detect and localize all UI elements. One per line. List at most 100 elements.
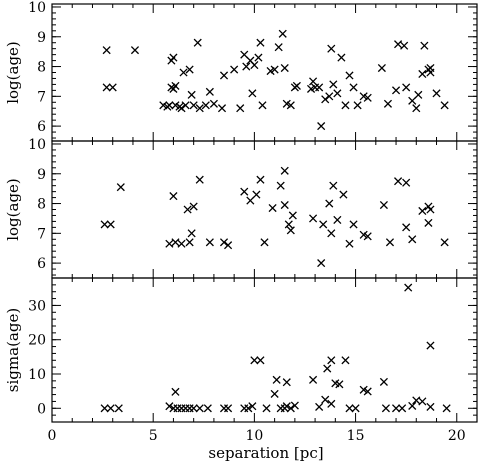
data-point (309, 375, 318, 384)
y-tick-label: 30 (28, 298, 46, 314)
data-point (181, 101, 190, 110)
y-tick-label: 0 (37, 401, 46, 417)
data-point (183, 205, 192, 214)
data-point (381, 404, 390, 413)
data-point (321, 395, 330, 404)
data-point (408, 235, 417, 244)
data-point (102, 46, 111, 55)
data-point (240, 50, 249, 59)
data-point (349, 83, 358, 92)
data-point (440, 101, 449, 110)
data-point (244, 404, 253, 413)
data-point (177, 239, 186, 248)
data-point (274, 43, 283, 52)
data-point (256, 356, 265, 365)
data-point (181, 404, 190, 413)
data-point (286, 226, 295, 235)
data-point (165, 402, 174, 411)
data-point (195, 175, 204, 184)
y-tick-label: 10 (28, 0, 46, 16)
data-point (394, 177, 403, 186)
data-point (402, 83, 411, 92)
data-point (100, 220, 109, 229)
data-point (130, 46, 140, 55)
data-point (286, 101, 295, 110)
data-point (260, 238, 269, 247)
data-point (165, 239, 174, 248)
data-point (169, 53, 178, 62)
data-point (345, 404, 354, 413)
y-tick-label: 8 (37, 60, 46, 76)
data-point (329, 80, 338, 89)
data-point (286, 404, 295, 413)
data-point (418, 397, 427, 406)
data-point (240, 404, 249, 413)
data-point (400, 41, 409, 50)
data-point (280, 63, 289, 73)
data-point (250, 356, 259, 365)
data-point (100, 404, 109, 413)
panel-top: 6 7 8 9 10 log(age) (4, 0, 478, 142)
y-tick-label: 9 (37, 167, 46, 183)
data-point (224, 404, 233, 413)
data-point (185, 65, 194, 74)
panel-bottom: 0 10 20 30 sigma(age) (4, 277, 478, 423)
y-tick-label: 9 (37, 30, 46, 46)
data-point (169, 192, 178, 201)
data-point (321, 95, 330, 104)
x-tick-label: 15 (347, 428, 365, 444)
data-point (171, 81, 180, 90)
data-point (179, 68, 188, 77)
data-point (327, 44, 336, 53)
data-point (317, 259, 326, 268)
data-point (339, 190, 348, 199)
data-point (414, 90, 423, 99)
data-point (106, 404, 115, 413)
data-point (246, 196, 255, 205)
data-point (359, 385, 368, 394)
panel-middle: 6 7 8 9 10 log(age) (4, 137, 478, 279)
data-point (219, 238, 229, 247)
data-point (280, 200, 289, 210)
data-point (276, 404, 285, 413)
data-point (280, 166, 289, 175)
data-point (391, 86, 401, 95)
data-point (242, 62, 251, 71)
data-point (189, 404, 198, 413)
data-point (278, 29, 287, 38)
data-point (195, 104, 204, 113)
data-point (317, 122, 326, 131)
data-point (256, 38, 265, 47)
data-point (379, 377, 388, 386)
data-point (379, 200, 388, 210)
y-axis-label: sigma(age) (4, 308, 22, 392)
data-point (337, 53, 346, 62)
data-point (270, 389, 279, 398)
data-point (185, 404, 194, 413)
data-point (171, 387, 180, 396)
data-point (102, 83, 111, 92)
data-point (309, 214, 318, 223)
data-point (402, 223, 411, 232)
data-point (187, 229, 196, 238)
data-point (236, 104, 245, 113)
data-point (432, 89, 441, 98)
data-point (440, 238, 449, 247)
panel-frame (51, 140, 478, 279)
data-point (383, 99, 393, 108)
data-point (426, 68, 435, 77)
data-point (408, 401, 417, 410)
data-point (116, 183, 125, 192)
data-point (341, 356, 350, 365)
data-point (288, 211, 297, 220)
y-tick-label: 10 (28, 137, 46, 153)
data-point (319, 220, 328, 229)
data-point (292, 81, 301, 90)
panel-frame (51, 277, 478, 423)
data-point (345, 239, 354, 248)
data-point (187, 90, 196, 99)
y-tick-label: 8 (37, 197, 46, 213)
data-point (282, 378, 291, 387)
x-tick-label: 0 (48, 428, 57, 444)
